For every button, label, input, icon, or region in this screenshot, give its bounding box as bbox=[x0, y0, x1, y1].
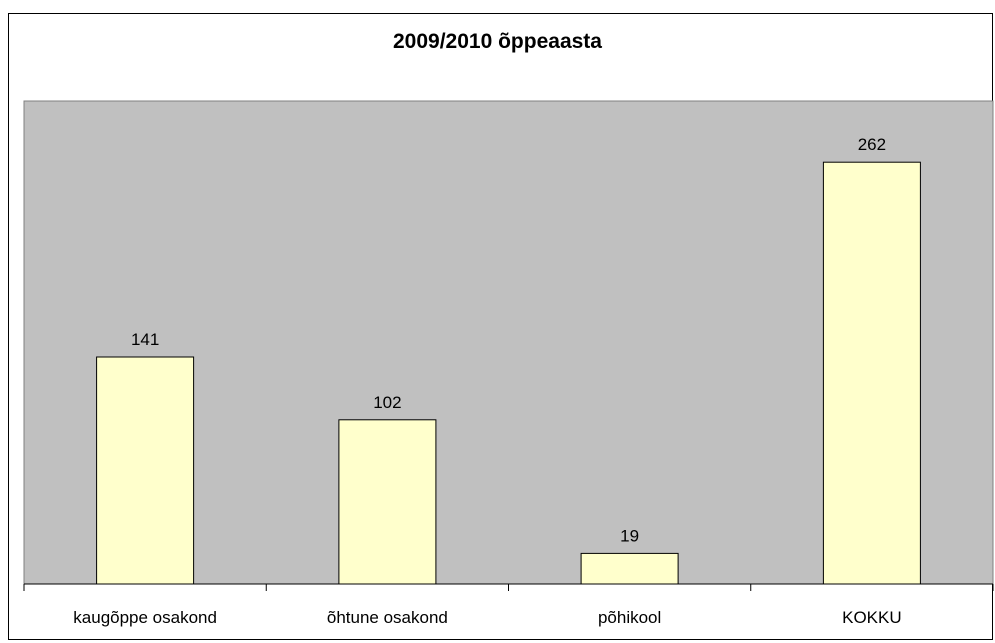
data-label-3: 262 bbox=[858, 135, 886, 154]
bars bbox=[96, 161, 921, 585]
category-ticks bbox=[23, 584, 994, 591]
bar-0 bbox=[96, 356, 195, 585]
category-labels: kaugõppe osakond õhtune osakond põhikool KO… bbox=[73, 608, 901, 627]
data-label-0: 141 bbox=[131, 330, 159, 349]
chart-title: 2009/2010 õppeaasta bbox=[393, 30, 602, 53]
data-labels: 141 102 19 262 bbox=[131, 135, 886, 545]
category-label-3: KOKKU bbox=[842, 608, 902, 627]
bar-1 bbox=[338, 419, 437, 585]
bar-3 bbox=[822, 161, 921, 585]
category-label-2: põhikool bbox=[598, 608, 661, 627]
data-label-1: 102 bbox=[373, 393, 401, 412]
category-label-1: õhtune osakond bbox=[327, 608, 448, 627]
category-label-0: kaugõppe osakond bbox=[73, 608, 217, 627]
bar-2 bbox=[580, 552, 679, 585]
data-label-2: 19 bbox=[620, 526, 639, 545]
